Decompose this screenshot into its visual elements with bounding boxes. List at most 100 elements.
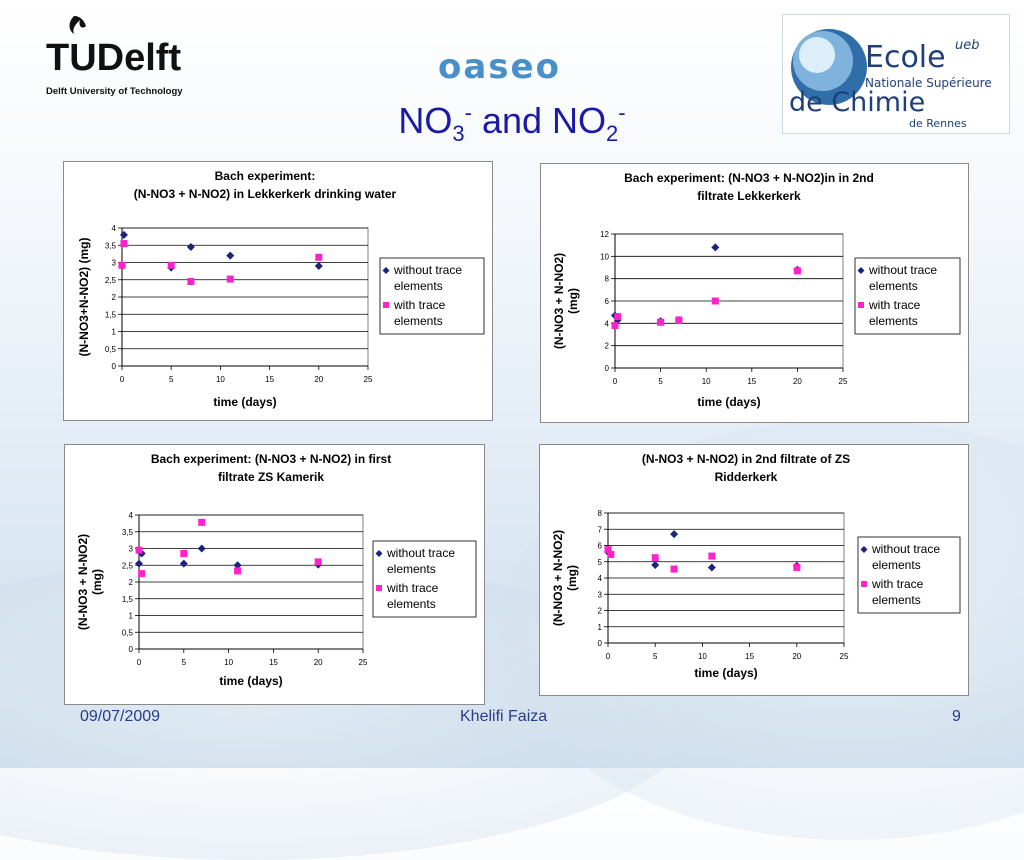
- chart-title-line: Bach experiment: (N-NO3 + N-NO2)in in 2n…: [624, 171, 874, 185]
- x-tick-label: 15: [745, 652, 754, 661]
- y-tick-label: 4: [129, 511, 134, 520]
- data-point-with-trace: [180, 550, 188, 558]
- y-tick-label: 2: [129, 578, 134, 587]
- x-tick-label: 20: [793, 377, 802, 386]
- x-tick-label: 10: [702, 377, 711, 386]
- legend-marker-diamond: [375, 550, 383, 557]
- legend-label: without trace: [868, 263, 937, 277]
- y-tick-label: 1: [129, 612, 134, 621]
- data-point-with-trace: [226, 275, 234, 283]
- y-tick-label: 4: [598, 574, 603, 583]
- y-tick-label: 3,5: [105, 241, 117, 250]
- x-tick-label: 0: [613, 377, 618, 386]
- legend-label: elements: [872, 558, 921, 572]
- y-tick-label: 10: [600, 252, 609, 261]
- x-tick-label: 25: [364, 375, 373, 384]
- x-tick-label: 25: [840, 652, 849, 661]
- y-tick-label: 6: [605, 297, 610, 306]
- y-tick-label: 2: [598, 607, 603, 616]
- legend-marker-square: [376, 585, 382, 591]
- data-point-with-trace: [314, 558, 322, 566]
- x-axis-label: time (days): [213, 395, 276, 409]
- y-tick-label: 1,5: [122, 595, 134, 604]
- x-tick-label: 15: [265, 375, 274, 384]
- chart-title-line: Ridderkerk: [715, 470, 778, 484]
- data-point-with-trace: [675, 316, 683, 324]
- y-axis-label: (N-NO3 + N-NO2): [76, 534, 90, 630]
- x-tick-label: 20: [314, 375, 323, 384]
- y-tick-label: 3,5: [122, 528, 134, 537]
- y-tick-label: 0,5: [105, 345, 117, 354]
- data-point-without-trace: [186, 242, 195, 251]
- chart-legend: without trace elements with trace elements: [857, 536, 961, 614]
- data-point-without-trace: [233, 561, 242, 570]
- y-tick-label: 0: [112, 362, 117, 371]
- legend-marker-square: [858, 302, 864, 308]
- ensc-rennes-logo: Ecole ueb Nationale Supérieure de Chimie…: [782, 14, 1010, 134]
- y-axis-label: (N-NO3+N-NO2) (mg): [77, 237, 91, 356]
- data-point-with-trace: [793, 267, 801, 275]
- x-tick-label: 15: [269, 658, 278, 667]
- ensc-badge: ueb: [955, 38, 980, 53]
- legend-label: elements: [869, 279, 918, 293]
- y-axis-label: (mg): [565, 565, 579, 591]
- data-point-without-trace: [119, 230, 128, 239]
- data-point-with-trace: [607, 550, 615, 558]
- data-point-with-trace: [711, 297, 719, 305]
- x-tick-label: 0: [120, 375, 125, 384]
- oaseo-logo: oaseo: [438, 46, 588, 87]
- chart-ridderkerk-2nd-filtrate: (N-NO3 + N-NO2) in 2nd filtrate of ZS Rid…: [539, 444, 969, 696]
- y-tick-label: 1: [598, 623, 603, 632]
- data-point-with-trace: [135, 546, 143, 554]
- data-point-without-trace: [226, 251, 235, 260]
- chart-lekkerkerk-drinking-water: Bach experiment: (N-NO3 + N-NO2) in Lekke…: [63, 161, 493, 421]
- x-tick-label: 0: [606, 652, 611, 661]
- x-tick-label: 15: [747, 377, 756, 386]
- data-point-without-trace: [135, 559, 143, 568]
- tudelft-tagline: Delft University of Technology: [46, 86, 183, 97]
- legend-box: [379, 257, 485, 335]
- data-point-without-trace: [707, 563, 716, 572]
- legend-label: with trace: [871, 577, 924, 591]
- ensc-line3: de Chimie: [789, 87, 925, 118]
- x-tick-label: 20: [314, 658, 323, 667]
- data-point-without-trace: [711, 243, 720, 252]
- legend-label: without trace: [386, 546, 455, 560]
- y-tick-label: 2: [605, 342, 610, 351]
- x-tick-label: 10: [698, 652, 707, 661]
- legend-label: elements: [872, 593, 921, 607]
- y-tick-label: 6: [598, 542, 603, 551]
- legend-label: elements: [869, 314, 918, 328]
- data-point-with-trace: [708, 552, 716, 560]
- legend-label: without trace: [393, 263, 462, 277]
- y-tick-label: 5: [598, 558, 603, 567]
- y-tick-label: 2,5: [105, 276, 117, 285]
- tudelft-logo: TUDelft Delft University of Technology: [46, 8, 216, 100]
- data-point-with-trace: [651, 554, 659, 562]
- y-tick-label: 2,5: [122, 561, 134, 570]
- chart-legend: without trace elements with trace elements: [854, 257, 961, 335]
- data-point-with-trace: [670, 565, 678, 573]
- legend-box: [854, 257, 961, 335]
- footer-author: Khelifi Faiza: [460, 708, 548, 725]
- data-point-with-trace: [118, 261, 126, 269]
- x-axis-label: time (days): [219, 674, 282, 688]
- legend-label: elements: [394, 279, 443, 293]
- y-tick-label: 4: [112, 224, 117, 233]
- legend-label: with trace: [386, 581, 439, 595]
- x-tick-label: 5: [653, 652, 658, 661]
- x-tick-label: 5: [169, 375, 174, 384]
- x-tick-label: 5: [182, 658, 187, 667]
- data-point-with-trace: [604, 546, 612, 554]
- data-point-without-trace: [197, 544, 206, 553]
- data-point-with-trace: [167, 261, 175, 269]
- data-point-without-trace: [179, 559, 188, 568]
- footer-date: 09/07/2009: [80, 708, 161, 725]
- data-point-without-trace: [651, 561, 660, 569]
- data-point-with-trace: [120, 240, 128, 248]
- x-tick-label: 5: [658, 377, 663, 386]
- ensc-line1: Ecole: [865, 40, 946, 75]
- chart-title-line: Bach experiment: (N-NO3 + N-NO2) in firs…: [151, 452, 391, 466]
- chart-title-line: Bach experiment:: [215, 169, 316, 183]
- x-axis-label: time (days): [694, 666, 757, 680]
